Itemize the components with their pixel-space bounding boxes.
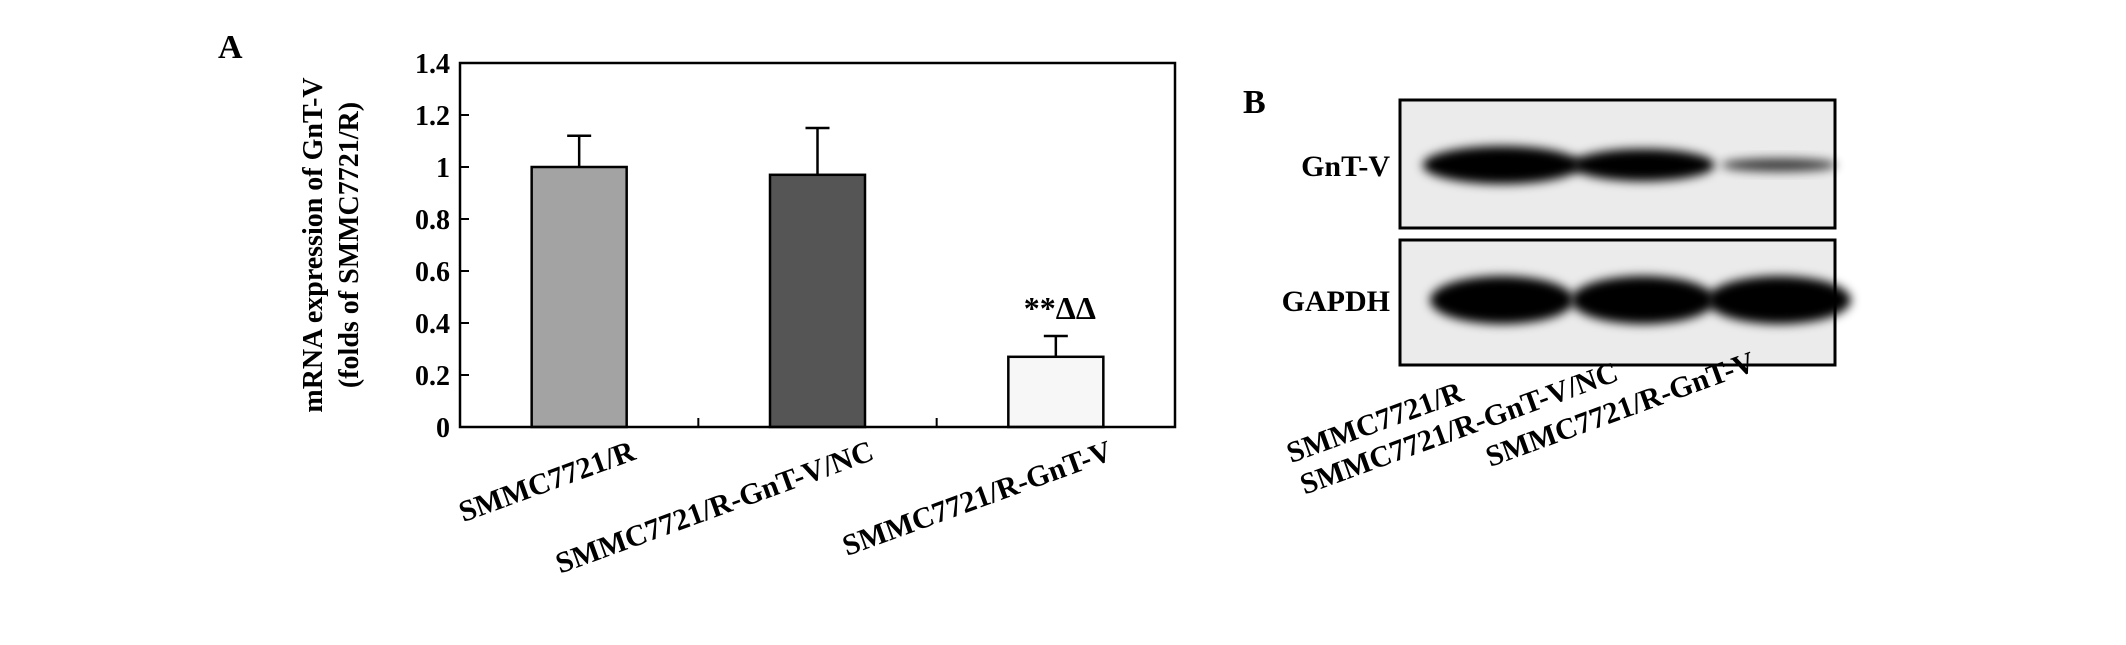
blot-row-gapdh: GAPDH [1282,238,1851,367]
blot-band [1571,276,1715,324]
bar-2 [768,173,867,429]
y-tick-label: 0 [436,413,450,444]
blot-band [1721,158,1837,172]
error-bar-1 [567,134,592,167]
plot-frame [458,61,1177,429]
panel-b-label: B [1243,84,1266,121]
y-axis-label-line2: (folds of SMMC7721/R) [334,102,365,388]
y-tick-label: 0.4 [415,309,450,340]
bar-3 [1007,355,1105,429]
y-axis-label: mRNA expression of GnT-V (folds of SMMC7… [298,77,365,412]
panel-a-label: A [218,29,243,66]
bar-chart: **ΔΔ 0 0.2 0.4 0.6 0.8 1 1.2 1.4 SMMC7721/R SMMC… [298,49,1177,580]
western-blot: GnT-VGAPDHSMMC7721/RSMMC7721/R-GnT-V/NCS… [1282,98,1851,501]
blot-band [1422,146,1582,184]
annotations: **ΔΔ [1024,290,1096,326]
blot-band [1571,148,1715,182]
blot-row-gnt-v: GnT-V [1301,98,1837,230]
blot-row-label: GnT-V [1301,150,1390,183]
significance-label: **ΔΔ [1024,290,1096,326]
error-bars [567,126,1068,357]
x-tick-label-1: SMMC7721/R [454,434,639,528]
blot-row-label: GAPDH [1282,285,1390,318]
y-tick-label: 1.2 [415,101,450,132]
y-tick-label: 0.8 [415,205,450,236]
error-bar-2 [805,126,830,175]
y-tick-label: 1.4 [415,49,450,80]
x-tick-label-3: SMMC7721/R-GnT-V [838,434,1116,562]
y-tick-label: 0.2 [415,361,450,392]
y-tick-label: 0.6 [415,257,450,288]
blot-band [1707,276,1851,324]
blot-band [1430,276,1574,324]
bar-1 [530,165,628,429]
x-axis-ticks: SMMC7721/RSMMC7721/R-GnT-V/NCSMMC7721/R-… [454,418,1117,580]
bars [530,165,1105,429]
y-tick-label: 1 [436,153,450,184]
y-axis-label-line1: mRNA expression of GnT-V [298,77,329,412]
error-bar-3 [1043,334,1068,357]
y-axis-ticks: 0 0.2 0.4 0.6 0.8 1 1.2 1.4 [415,49,469,444]
